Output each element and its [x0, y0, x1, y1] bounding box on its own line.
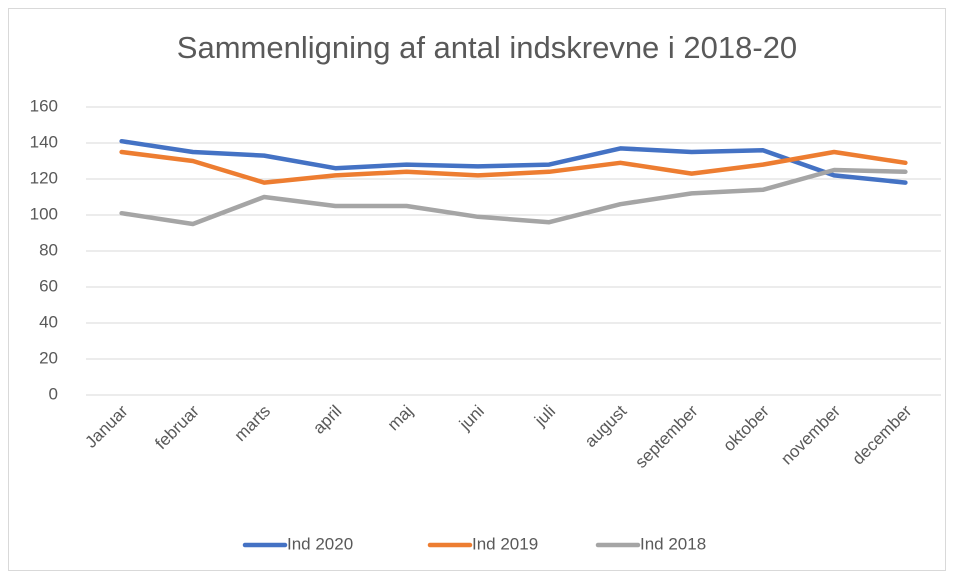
legend-label: Ind 2019 — [472, 534, 538, 553]
y-tick-label: 100 — [30, 204, 58, 223]
y-tick-label: 40 — [39, 312, 58, 331]
y-tick-label: 140 — [30, 132, 58, 151]
legend-label: Ind 2018 — [640, 534, 706, 553]
chart-title: Sammenligning af antal indskrevne i 2018… — [177, 30, 797, 65]
y-tick-label: 80 — [39, 240, 58, 259]
legend-label: Ind 2020 — [287, 534, 353, 553]
y-tick-label: 120 — [30, 168, 58, 187]
y-tick-label: 0 — [49, 384, 58, 403]
y-tick-label: 160 — [30, 96, 58, 115]
y-tick-label: 20 — [39, 348, 58, 367]
series-line — [119, 138, 908, 185]
series-line — [119, 149, 908, 185]
series-line — [119, 167, 908, 227]
chart-border — [8, 8, 946, 571]
y-tick-label: 60 — [39, 276, 58, 295]
